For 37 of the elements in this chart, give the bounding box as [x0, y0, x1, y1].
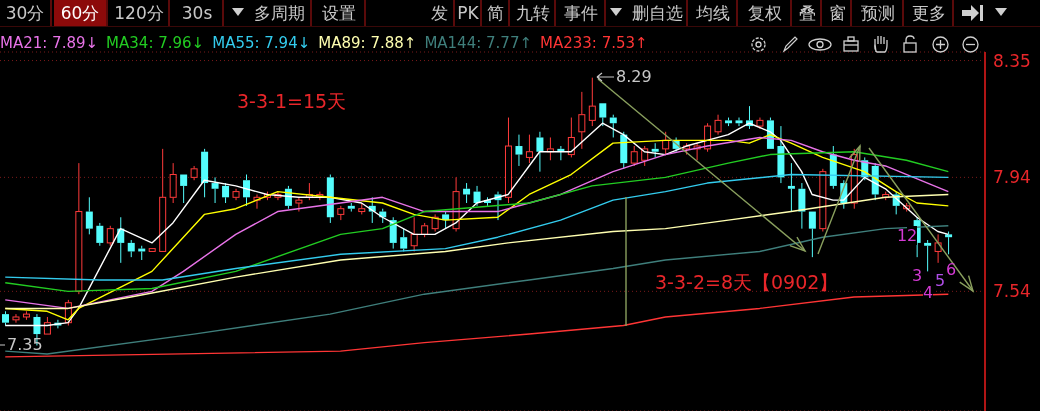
annotation: 3-3-2=8天【0902】	[655, 271, 839, 294]
text: 事件	[558, 0, 606, 26]
text: 叠	[794, 0, 822, 26]
annotation: 4	[923, 283, 934, 303]
annotation: 3	[912, 266, 923, 286]
y-tick-label: 7.54	[993, 281, 1031, 302]
annotation: 1	[897, 226, 908, 246]
text: 发	[425, 0, 455, 26]
annotation: 2	[907, 226, 918, 246]
text: 九转	[512, 0, 556, 26]
text: 简	[483, 0, 510, 26]
text: 更多	[906, 0, 954, 26]
text: 窗	[824, 0, 852, 26]
text: PK	[456, 0, 482, 26]
annotation: 3-3-1=15天	[237, 90, 347, 113]
text: 设置	[314, 0, 366, 26]
y-tick-label: 7.94	[993, 167, 1031, 188]
text: 120分	[110, 0, 170, 26]
text: MA21: 7.89↓	[0, 34, 99, 52]
text: 预测	[854, 0, 904, 26]
y-tick-label: 8.35	[993, 50, 1031, 71]
text: 删自选	[628, 0, 688, 26]
text: 30s	[172, 0, 224, 26]
annotation: 7.35	[7, 335, 43, 355]
annotation: 5	[935, 271, 946, 291]
text: MA144: 7.77↑	[424, 34, 532, 52]
text: MA55: 7.94↓	[212, 34, 311, 52]
text: MA89: 7.88↑	[318, 34, 417, 52]
text: 60分	[54, 0, 108, 26]
annotation: 8.29	[616, 67, 652, 87]
annotation: 6	[946, 260, 957, 280]
text: MA34: 7.96↓	[106, 34, 205, 52]
text: 复权	[740, 0, 792, 26]
text: 多周期	[248, 0, 312, 26]
text: 30分	[0, 0, 52, 26]
text: MA233: 7.53↑	[540, 34, 648, 52]
text: 均线	[690, 0, 738, 26]
